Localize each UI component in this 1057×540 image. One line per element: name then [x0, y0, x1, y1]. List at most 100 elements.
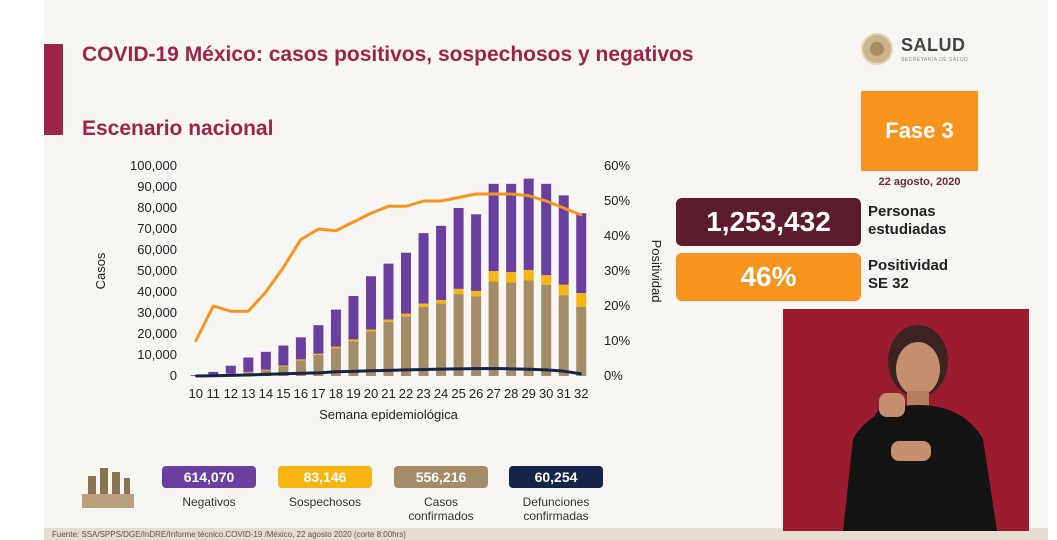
- y2-tick-label: 50%: [604, 193, 630, 208]
- x-tick-label: 10: [189, 386, 203, 401]
- deaths-point: [230, 374, 232, 377]
- positivity-point: [194, 339, 197, 343]
- x-tick-label: 27: [486, 386, 500, 401]
- bar-confirmed: [453, 294, 464, 376]
- positivity-point: [317, 227, 320, 231]
- footer-bar: [44, 528, 1048, 540]
- bar-negatives: [488, 183, 499, 271]
- cases-chart: 0 10,000 20,000 30,000 40,000 50,000 60,000 70,…: [93, 158, 664, 422]
- positivity-point: [282, 266, 285, 269]
- studied-label: Personas estudiadas: [868, 203, 946, 239]
- positivity-value: 46%: [676, 253, 861, 301]
- x-tick-label: 16: [294, 386, 308, 401]
- deaths-point: [282, 372, 285, 375]
- bar-negatives: [436, 225, 447, 300]
- deaths-point: [492, 367, 495, 370]
- bar-suspects: [260, 369, 271, 371]
- deaths-label: Defunciones confirmadas: [501, 495, 611, 523]
- y2-tick-label: 40%: [604, 228, 630, 243]
- page-title: COVID-19 México: casos positivos, sospec…: [82, 43, 694, 66]
- logo-text: SALUD: [901, 35, 966, 55]
- bar-negatives: [225, 365, 236, 374]
- bar-suspects: [383, 319, 394, 322]
- positivity-point: [527, 194, 530, 197]
- positivity-point: [387, 205, 390, 208]
- deaths-point: [527, 368, 530, 371]
- bar-confirmed: [401, 316, 412, 376]
- positivity-point: [562, 206, 565, 210]
- x-tick-label: 15: [276, 386, 290, 401]
- y-tick-label: 60,000: [137, 242, 177, 257]
- positivity-point: [492, 192, 495, 196]
- x-tick-label: 28: [504, 386, 518, 401]
- positivity-point: [544, 199, 548, 203]
- positivity-label-line1: Positividad: [868, 257, 949, 274]
- bar-negatives: [401, 252, 412, 314]
- bar-suspects: [348, 339, 359, 342]
- bar-confirmed: [471, 296, 482, 376]
- x-tick-label: 32: [574, 386, 588, 401]
- salud-logo: SALUD SECRETARÍA DE SALUD: [861, 33, 991, 69]
- x-tick-label: 19: [346, 386, 360, 401]
- x-tick-label: 11: [207, 386, 221, 401]
- bar-suspects: [436, 299, 447, 304]
- x-tick-label: 21: [381, 386, 395, 401]
- deaths-point: [475, 367, 477, 370]
- deaths-point: [562, 370, 565, 372]
- page-subtitle: Escenario nacional: [82, 117, 274, 140]
- y-tick-label: 80,000: [137, 200, 177, 215]
- y-tick-label: 10,000: [137, 347, 177, 362]
- x-tick-label: 20: [364, 386, 378, 401]
- confirmed-value: 556,216: [394, 466, 488, 488]
- bar-confirmed: [576, 306, 587, 376]
- y-axis-label: Casos: [93, 252, 108, 289]
- deaths-point: [510, 368, 512, 370]
- bar-suspects: [523, 269, 534, 281]
- bar-confirmed: [383, 321, 394, 376]
- bar-suspects: [365, 329, 376, 332]
- confirmed-label-line2: confirmados: [408, 509, 474, 523]
- x-tick-label: 18: [329, 386, 343, 401]
- studied-label-line1: Personas: [868, 203, 936, 220]
- bar-suspects: [313, 353, 324, 355]
- y-tick-label: 50,000: [137, 263, 177, 278]
- bar-suspects: [558, 284, 569, 296]
- bar-negatives: [278, 345, 289, 366]
- bar-negatives: [260, 351, 271, 370]
- x-tick-label: 13: [241, 386, 255, 401]
- y2-tick-label: 0%: [604, 368, 623, 383]
- monument-icon: [78, 456, 138, 516]
- deaths-point: [405, 369, 407, 371]
- title-accent-bar: [44, 44, 63, 135]
- positivity-point: [474, 192, 478, 196]
- interpreter-icon: [843, 325, 997, 531]
- x-tick-label: 12: [224, 386, 238, 401]
- positivity-point: [352, 220, 355, 224]
- deaths-point: [212, 374, 215, 377]
- positivity-point: [404, 205, 408, 208]
- bar-negatives: [243, 357, 254, 372]
- positivity-point: [212, 304, 215, 308]
- positivity-label: Positividad SE 32: [868, 257, 948, 293]
- deaths-point: [387, 369, 390, 372]
- positivity-point: [334, 229, 338, 232]
- seal-icon: [861, 33, 893, 65]
- bar-negatives: [313, 325, 324, 354]
- positivity-label-line2: SE 32: [868, 275, 909, 292]
- positivity-point: [264, 290, 268, 294]
- bar-negatives: [471, 214, 482, 291]
- bar-negatives: [506, 183, 517, 273]
- deaths-point: [422, 368, 425, 371]
- x-tick-label: 22: [399, 386, 413, 401]
- logo-subtext: SECRETARÍA DE SALUD: [901, 57, 969, 63]
- bar-negatives: [418, 233, 429, 304]
- y2-axis-label: Positividad: [649, 240, 664, 303]
- bar-negatives: [541, 183, 552, 276]
- deaths-value: 60,254: [509, 466, 603, 488]
- positivity-point: [422, 199, 425, 203]
- bar-suspects: [295, 359, 306, 361]
- bar-suspects: [401, 313, 412, 317]
- deaths-point: [300, 372, 302, 375]
- bar-suspects: [418, 303, 429, 307]
